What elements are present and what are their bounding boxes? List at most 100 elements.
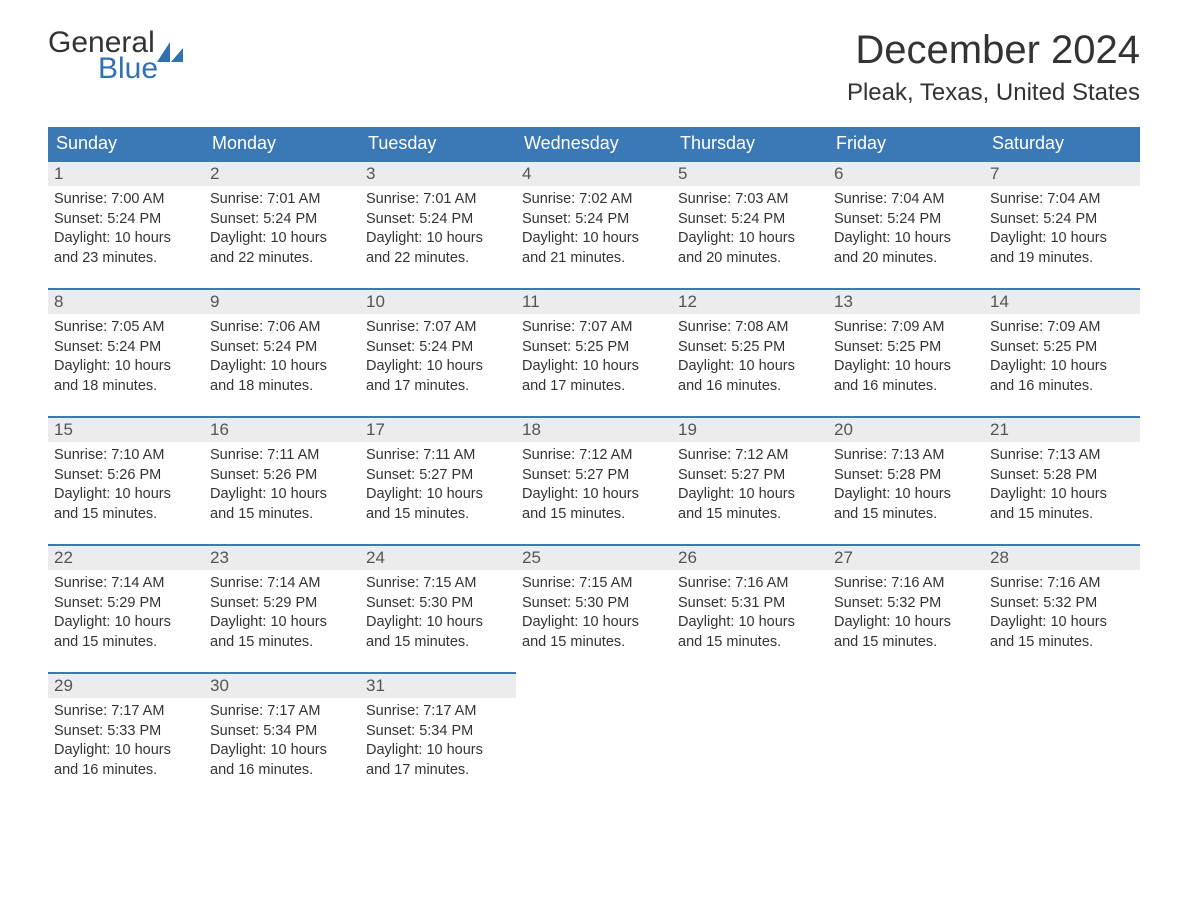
daylight-line: Daylight: 10 hours	[990, 485, 1134, 505]
week-row: 29Sunrise: 7:17 AMSunset: 5:33 PMDayligh…	[48, 672, 1140, 800]
sunset-line: Sunset: 5:24 PM	[210, 210, 354, 230]
day-number: 18	[516, 416, 672, 442]
daylight-line: Daylight: 10 hours	[54, 613, 198, 633]
week-row: 1Sunrise: 7:00 AMSunset: 5:24 PMDaylight…	[48, 160, 1140, 288]
day-cell	[828, 672, 984, 800]
day-cell: 24Sunrise: 7:15 AMSunset: 5:30 PMDayligh…	[360, 544, 516, 672]
daylight-line: and 22 minutes.	[366, 249, 510, 269]
day-cell: 30Sunrise: 7:17 AMSunset: 5:34 PMDayligh…	[204, 672, 360, 800]
header: General Blue December 2024 Pleak, Texas,…	[48, 28, 1140, 107]
daylight-line: and 16 minutes.	[678, 377, 822, 397]
sunset-line: Sunset: 5:24 PM	[678, 210, 822, 230]
day-cell: 10Sunrise: 7:07 AMSunset: 5:24 PMDayligh…	[360, 288, 516, 416]
daylight-line: and 17 minutes.	[522, 377, 666, 397]
daylight-line: Daylight: 10 hours	[54, 741, 198, 761]
day-number: 10	[360, 288, 516, 314]
daylight-line: Daylight: 10 hours	[522, 229, 666, 249]
day-number: 16	[204, 416, 360, 442]
sunset-line: Sunset: 5:30 PM	[522, 594, 666, 614]
week-row: 22Sunrise: 7:14 AMSunset: 5:29 PMDayligh…	[48, 544, 1140, 672]
daylight-line: Daylight: 10 hours	[678, 357, 822, 377]
day-cell: 11Sunrise: 7:07 AMSunset: 5:25 PMDayligh…	[516, 288, 672, 416]
daylight-line: Daylight: 10 hours	[210, 741, 354, 761]
sunrise-line: Sunrise: 7:11 AM	[210, 446, 354, 466]
sunrise-line: Sunrise: 7:17 AM	[54, 702, 198, 722]
day-cell	[516, 672, 672, 800]
daylight-line: and 15 minutes.	[366, 505, 510, 525]
daylight-line: and 18 minutes.	[210, 377, 354, 397]
day-number: 5	[672, 160, 828, 186]
daylight-line: Daylight: 10 hours	[210, 229, 354, 249]
location: Pleak, Texas, United States	[847, 79, 1140, 107]
day-number: 31	[360, 672, 516, 698]
daylight-line: and 21 minutes.	[522, 249, 666, 269]
sail-icon	[157, 38, 183, 58]
sunset-line: Sunset: 5:24 PM	[834, 210, 978, 230]
day-number: 2	[204, 160, 360, 186]
day-cell: 6Sunrise: 7:04 AMSunset: 5:24 PMDaylight…	[828, 160, 984, 288]
sunset-line: Sunset: 5:26 PM	[54, 466, 198, 486]
sunset-line: Sunset: 5:29 PM	[210, 594, 354, 614]
day-cell: 16Sunrise: 7:11 AMSunset: 5:26 PMDayligh…	[204, 416, 360, 544]
daylight-line: Daylight: 10 hours	[522, 613, 666, 633]
sunset-line: Sunset: 5:24 PM	[522, 210, 666, 230]
day-cell: 23Sunrise: 7:14 AMSunset: 5:29 PMDayligh…	[204, 544, 360, 672]
daylight-line: and 15 minutes.	[990, 633, 1134, 653]
sunset-line: Sunset: 5:28 PM	[834, 466, 978, 486]
day-cell	[984, 672, 1140, 800]
day-number: 21	[984, 416, 1140, 442]
col-saturday: Saturday	[984, 127, 1140, 160]
calendar-body: 1Sunrise: 7:00 AMSunset: 5:24 PMDaylight…	[48, 160, 1140, 800]
daylight-line: Daylight: 10 hours	[834, 357, 978, 377]
daylight-line: Daylight: 10 hours	[834, 229, 978, 249]
daylight-line: and 15 minutes.	[834, 633, 978, 653]
sunrise-line: Sunrise: 7:16 AM	[678, 574, 822, 594]
sunrise-line: Sunrise: 7:11 AM	[366, 446, 510, 466]
sunrise-line: Sunrise: 7:07 AM	[366, 318, 510, 338]
col-wednesday: Wednesday	[516, 127, 672, 160]
daylight-line: and 15 minutes.	[990, 505, 1134, 525]
daylight-line: and 23 minutes.	[54, 249, 198, 269]
daylight-line: Daylight: 10 hours	[834, 613, 978, 633]
daylight-line: and 15 minutes.	[678, 633, 822, 653]
sunrise-line: Sunrise: 7:14 AM	[54, 574, 198, 594]
daylight-line: Daylight: 10 hours	[678, 613, 822, 633]
sunset-line: Sunset: 5:24 PM	[54, 210, 198, 230]
sunrise-line: Sunrise: 7:16 AM	[990, 574, 1134, 594]
sunset-line: Sunset: 5:33 PM	[54, 722, 198, 742]
day-number: 20	[828, 416, 984, 442]
daylight-line: and 16 minutes.	[210, 761, 354, 781]
day-number: 28	[984, 544, 1140, 570]
daylight-line: Daylight: 10 hours	[210, 485, 354, 505]
day-number: 22	[48, 544, 204, 570]
daylight-line: and 16 minutes.	[990, 377, 1134, 397]
sunrise-line: Sunrise: 7:10 AM	[54, 446, 198, 466]
calendar-table: Sunday Monday Tuesday Wednesday Thursday…	[48, 127, 1140, 800]
sunset-line: Sunset: 5:25 PM	[834, 338, 978, 358]
day-number: 12	[672, 288, 828, 314]
sunrise-line: Sunrise: 7:13 AM	[834, 446, 978, 466]
sunrise-line: Sunrise: 7:08 AM	[678, 318, 822, 338]
daylight-line: and 19 minutes.	[990, 249, 1134, 269]
daylight-line: Daylight: 10 hours	[678, 485, 822, 505]
week-row: 8 Sunrise: 7:05 AM Sunset: 5:24 PM Daylight…	[48, 288, 1140, 416]
daylight-line: and 20 minutes.	[834, 249, 978, 269]
sunrise-line: Sunrise: 7:07 AM	[522, 318, 666, 338]
daylight-line: and 15 minutes.	[210, 633, 354, 653]
daylight-line: Daylight: 10 hours	[210, 613, 354, 633]
day-cell: 19Sunrise: 7:12 AMSunset: 5:27 PMDayligh…	[672, 416, 828, 544]
day-number: 8	[48, 288, 204, 314]
sunset-line: Sunset: 5:24 PM	[366, 338, 510, 358]
sunset-line: Sunset: 5:27 PM	[678, 466, 822, 486]
daylight-line: Daylight: 10 hours	[990, 229, 1134, 249]
daylight-line: and 15 minutes.	[678, 505, 822, 525]
sunset-line: Sunset: 5:29 PM	[54, 594, 198, 614]
day-cell: 25Sunrise: 7:15 AMSunset: 5:30 PMDayligh…	[516, 544, 672, 672]
daylight-line: and 15 minutes.	[210, 505, 354, 525]
day-number: 14	[984, 288, 1140, 314]
title-block: December 2024 Pleak, Texas, United State…	[847, 28, 1140, 107]
day-cell: 21Sunrise: 7:13 AMSunset: 5:28 PMDayligh…	[984, 416, 1140, 544]
daylight-line: Daylight: 10 hours	[54, 485, 198, 505]
sunrise-line: Sunrise: 7:05 AM	[54, 318, 198, 338]
sunset-line: Sunset: 5:25 PM	[522, 338, 666, 358]
